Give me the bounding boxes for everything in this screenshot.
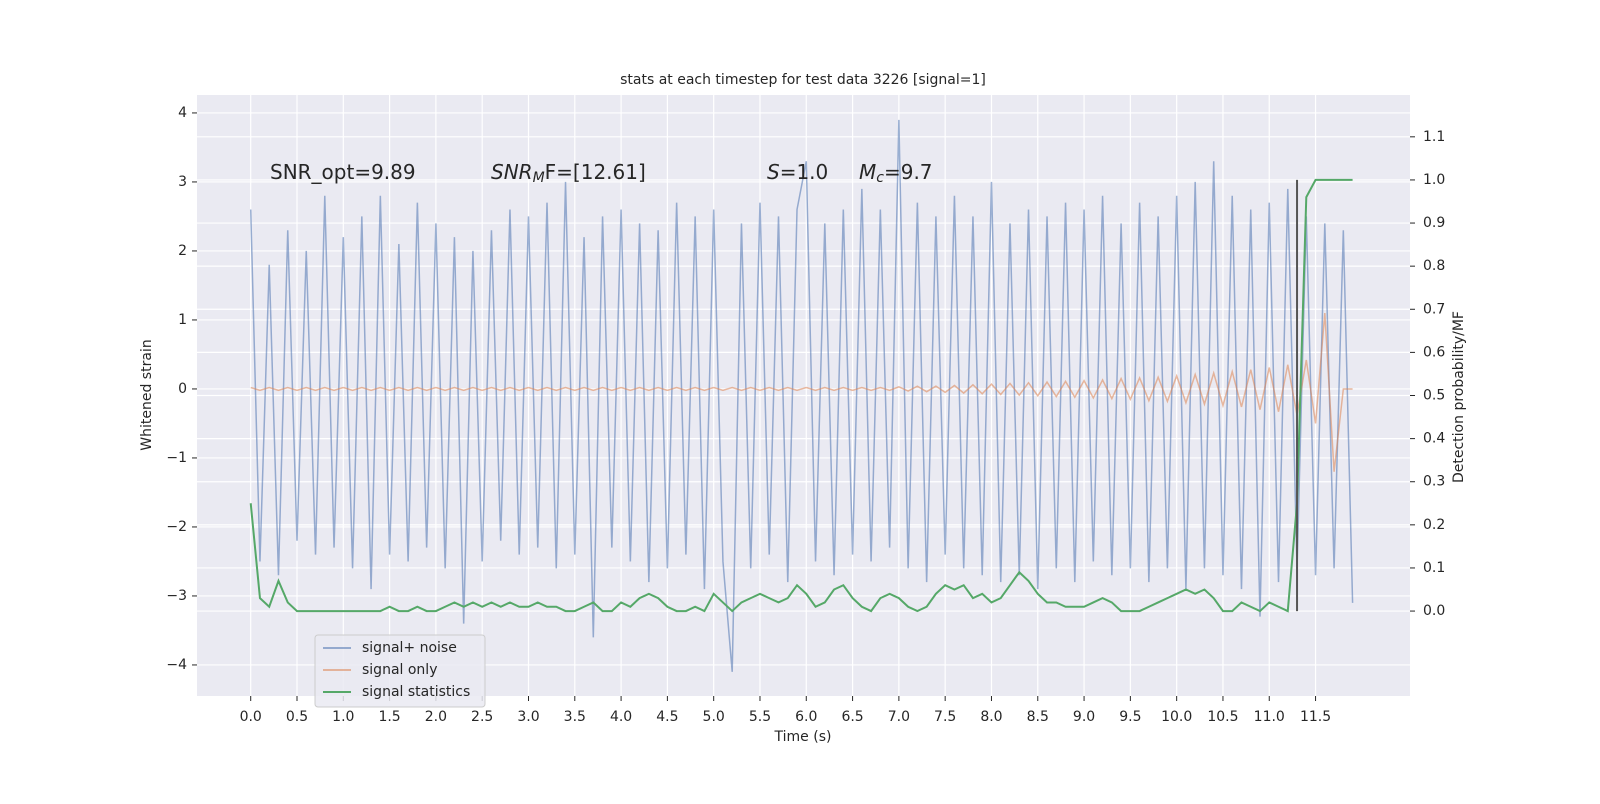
legend-label: signal only — [362, 662, 437, 678]
x-tick-label: 2.5 — [471, 709, 493, 725]
x-axis-label: Time (s) — [774, 729, 832, 745]
annotation: S=1.0 — [767, 160, 828, 184]
labels: 0.0 0.5 1.0 1.5 2.0 2.5 3.0 3.5 4.0 4.5 5.0 5.5 6.0 6… — [166, 105, 1445, 725]
y2-tick-label: 0.2 — [1423, 517, 1445, 533]
x-tick-label: 1.0 — [332, 709, 354, 725]
annotation-part: M — [533, 170, 545, 186]
y-tick-label: 1 — [178, 312, 187, 328]
annotation-part: S — [767, 160, 780, 184]
annotation: SNRMF=[12.61] — [491, 160, 646, 187]
x-tick-label: 10.5 — [1207, 709, 1238, 725]
legend-label: signal+ noise — [362, 640, 457, 656]
y2-tick-label: 0.3 — [1423, 474, 1445, 490]
series-line — [249, 178, 1353, 613]
x-tick-label: 9.5 — [1119, 709, 1141, 725]
x-tick-label: 9.0 — [1073, 709, 1095, 725]
y2-tick-label: 0.6 — [1423, 344, 1445, 360]
legend-label: signal statistics — [362, 684, 470, 700]
y2-tick-label: 0.9 — [1423, 215, 1445, 231]
y2-axis-label: Detection probability/MF — [1451, 311, 1467, 483]
x-tick-label: 8.5 — [1027, 709, 1049, 725]
y2-tick-label: 1.1 — [1423, 129, 1445, 145]
annotation-part: M — [859, 160, 876, 184]
x-tick-label: 8.0 — [980, 709, 1002, 725]
y2-tick-label: 0.1 — [1423, 560, 1445, 576]
annotation: SNR_opt=9.89 — [270, 160, 416, 184]
y2-tick-label: 0.7 — [1423, 301, 1445, 317]
x-tick-label: 3.0 — [517, 709, 539, 725]
y-tick-label: 3 — [178, 174, 187, 190]
y2-tick-label: 0.0 — [1423, 603, 1445, 619]
annotation: Mc=9.7 — [859, 160, 933, 187]
x-tick-label: 0.5 — [286, 709, 308, 725]
x-tick-label: 3.5 — [564, 709, 586, 725]
annotation-part: F=[12.61] — [545, 160, 646, 184]
y-tick-label: −3 — [166, 588, 187, 604]
y2-tick-label: 0.5 — [1423, 388, 1445, 404]
x-tick-label: 0.0 — [240, 709, 262, 725]
marks — [249, 119, 1354, 672]
x-tick-label: 11.5 — [1300, 709, 1331, 725]
series-line — [250, 312, 1353, 472]
x-tick-label: 4.5 — [656, 709, 678, 725]
x-tick-label: 7.5 — [934, 709, 956, 725]
y-axis-label: Whitened strain — [139, 339, 155, 450]
x-tick-label: 11.0 — [1254, 709, 1285, 725]
annotation-part: =9.7 — [884, 160, 933, 184]
annotation-part: =1.0 — [780, 160, 829, 184]
x-tick-label: 5.0 — [703, 709, 725, 725]
y2-tick-label: 0.4 — [1423, 431, 1445, 447]
legend: signal+ noise signal only signal statistic… — [314, 634, 486, 708]
y-tick-label: −4 — [166, 657, 187, 673]
y-tick-label: 0 — [178, 381, 187, 397]
annotation-part: SNR_opt=9.89 — [270, 160, 416, 184]
y-tick-label: −1 — [166, 450, 187, 466]
x-tick-label: 5.5 — [749, 709, 771, 725]
x-tick-label: 4.0 — [610, 709, 632, 725]
x-tick-label: 2.0 — [425, 709, 447, 725]
x-tick-label: 7.0 — [888, 709, 910, 725]
series-line — [249, 119, 1354, 672]
y-tick-label: −2 — [166, 519, 187, 535]
x-tick-label: 6.0 — [795, 709, 817, 725]
y2-tick-label: 0.8 — [1423, 258, 1445, 274]
annotation-part: SNR — [491, 160, 533, 184]
y-tick-label: 2 — [178, 243, 187, 259]
x-tick-label: 6.5 — [841, 709, 863, 725]
annotation-part: c — [876, 170, 884, 186]
y2-tick-label: 1.0 — [1423, 172, 1445, 188]
legend-box — [314, 634, 486, 708]
y-tick-label: 4 — [178, 105, 187, 121]
chart-title: stats at each timestep for test data 322… — [620, 72, 986, 88]
x-tick-label: 1.5 — [378, 709, 400, 725]
x-tick-label: 10.0 — [1161, 709, 1192, 725]
